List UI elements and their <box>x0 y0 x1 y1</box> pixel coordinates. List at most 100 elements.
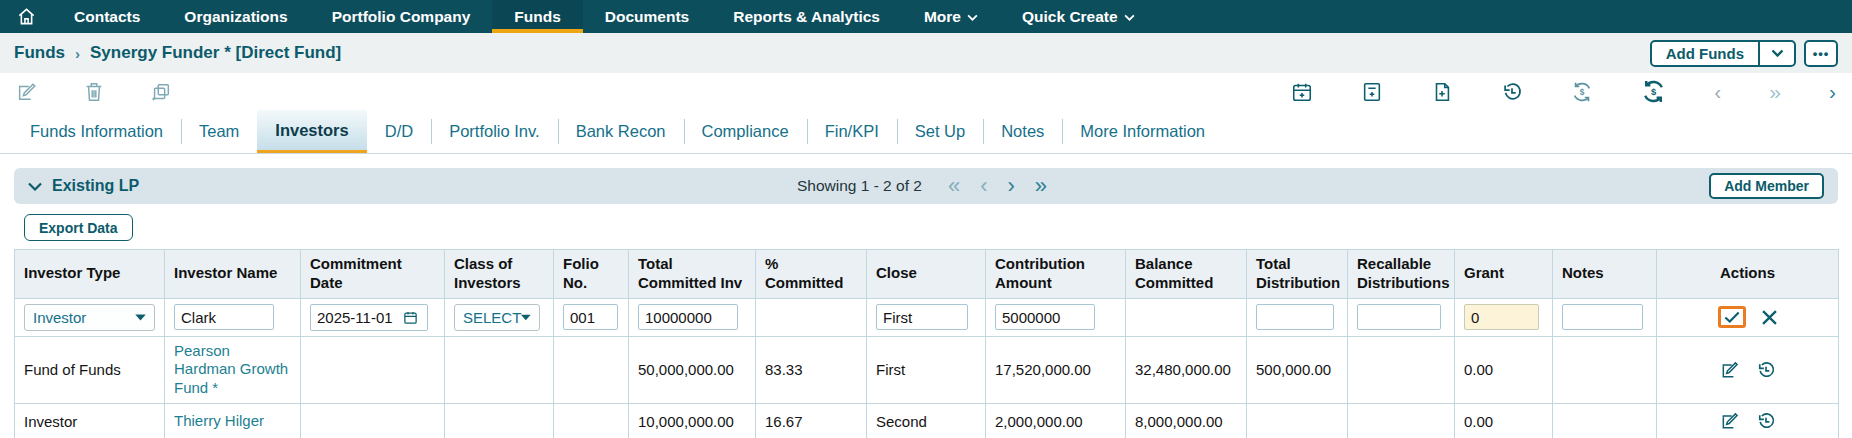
jump-forward-icon[interactable]: » <box>1769 81 1781 102</box>
page-first-icon[interactable]: « <box>940 175 968 197</box>
col-contribution-amount: Contribution Amount <box>986 250 1126 299</box>
grant-cell: 0.00 <box>1455 403 1553 438</box>
breadcrumb-root[interactable]: Funds <box>14 43 65 63</box>
investor-name-input[interactable] <box>174 304 274 330</box>
existing-lp-collapse[interactable]: Existing LP <box>28 177 139 195</box>
commitment-date-input[interactable] <box>317 309 397 326</box>
currency-sync-bold-icon[interactable]: $ <box>1641 79 1666 104</box>
col-balance-committed: Balance Committed <box>1126 250 1247 299</box>
col-recallable-distributions: Recallable Distributions <box>1348 250 1455 299</box>
tab-compliance[interactable]: Compliance <box>684 110 807 153</box>
nav-item-documents[interactable]: Documents <box>583 0 711 33</box>
contribution-amount-cell: 17,520,000.00 <box>986 336 1126 403</box>
tab-bank-recon[interactable]: Bank Recon <box>558 110 684 153</box>
row-history-icon[interactable] <box>1756 360 1776 380</box>
tab-set-up[interactable]: Set Up <box>897 110 983 153</box>
row-history-icon[interactable] <box>1756 411 1776 431</box>
notes-input[interactable] <box>1562 304 1643 330</box>
edit-icon[interactable] <box>16 81 38 103</box>
investor-name-link[interactable]: Thierry Hilger <box>174 412 264 431</box>
col-commitment-date: Commitment Date <box>301 250 445 299</box>
breadcrumb-bar: Funds › Synergy Funder * [Direct Fund] A… <box>0 33 1852 73</box>
prev-record-icon[interactable]: ‹ <box>1714 81 1721 102</box>
class-of-investors-select[interactable]: SELECT <box>454 304 540 331</box>
recallable-distributions-input[interactable] <box>1357 304 1441 330</box>
nav-item-portfolio-company[interactable]: Portfolio Company <box>310 0 493 33</box>
calendar-add-icon[interactable] <box>1291 81 1313 103</box>
investor-name-link[interactable]: Pearson Hardman Growth Fund * <box>174 342 291 398</box>
chevron-down-icon <box>521 314 531 321</box>
edit-row-icon[interactable] <box>1720 411 1740 431</box>
col-actions: Actions <box>1657 250 1839 299</box>
tab-fin-kpi[interactable]: Fin/KPI <box>807 110 897 153</box>
table-row-edit: Investor SELECT <box>15 298 1839 336</box>
edit-row-icon[interactable] <box>1720 360 1740 380</box>
nav-item-contacts[interactable]: Contacts <box>52 0 162 33</box>
file-add-icon[interactable] <box>1431 81 1453 103</box>
next-record-icon[interactable]: › <box>1829 81 1836 102</box>
folio-no-input[interactable] <box>563 304 618 330</box>
copy-add-icon[interactable] <box>150 81 172 103</box>
grant-input[interactable] <box>1464 304 1539 330</box>
col-class-of-investors: Class of Investors <box>445 250 554 299</box>
nav-item-reports-analytics[interactable]: Reports & Analytics <box>711 0 902 33</box>
investor-type-cell: Fund of Funds <box>15 336 165 403</box>
delete-icon[interactable] <box>84 81 104 103</box>
contribution-amount-input[interactable] <box>995 304 1095 330</box>
total-distribution-input[interactable] <box>1256 304 1334 330</box>
showing-count: Showing 1 - 2 of 2 <box>797 177 922 195</box>
calendar-icon[interactable] <box>403 310 418 325</box>
nav-item-funds[interactable]: Funds <box>492 0 583 33</box>
add-funds-dropdown-toggle[interactable] <box>1758 42 1794 65</box>
balance-committed-cell <box>1126 298 1247 336</box>
more-actions-button[interactable]: ••• <box>1804 40 1838 67</box>
commitment-date-field[interactable] <box>310 304 428 331</box>
tab-investors[interactable]: Investors <box>257 110 366 153</box>
add-funds-button[interactable]: Add Funds <box>1652 42 1758 65</box>
cancel-row-button[interactable] <box>1762 310 1777 325</box>
history-icon[interactable] <box>1501 81 1523 103</box>
confirm-row-button[interactable] <box>1718 306 1746 328</box>
tab-notes[interactable]: Notes <box>983 110 1062 153</box>
total-committed-cell: 10,000,000.00 <box>629 403 756 438</box>
col-total-distribution: Total Distribution <box>1247 250 1348 299</box>
col-close: Close <box>867 250 986 299</box>
export-data-button[interactable]: Export Data <box>24 214 133 241</box>
investor-type-cell: Investor <box>15 403 165 438</box>
table-header-row: Investor Type Investor Name Commitment D… <box>15 250 1839 299</box>
page-prev-icon[interactable]: ‹ <box>972 175 995 197</box>
existing-lp-section-header: Existing LP Showing 1 - 2 of 2 « ‹ › » A… <box>14 168 1838 204</box>
add-member-button[interactable]: Add Member <box>1709 173 1824 199</box>
chevron-down-icon <box>28 182 42 191</box>
close-cell: Second <box>867 403 986 438</box>
nav-item-organizations[interactable]: Organizations <box>162 0 309 33</box>
tab-dd[interactable]: D/D <box>367 110 431 153</box>
page-next-icon[interactable]: › <box>999 175 1022 197</box>
tab-team[interactable]: Team <box>181 110 257 153</box>
tab-portfolio-inv[interactable]: Portfolio Inv. <box>431 110 557 153</box>
nav-item-more[interactable]: More <box>902 0 1000 33</box>
chevron-down-icon <box>1771 49 1784 57</box>
board-add-icon[interactable] <box>1361 81 1383 103</box>
col-total-committed: Total Committed Inv <box>629 250 756 299</box>
svg-text:$: $ <box>1651 87 1657 97</box>
top-navigation: Contacts Organizations Portfolio Company… <box>0 0 1852 33</box>
page-last-icon[interactable]: » <box>1027 175 1055 197</box>
check-icon <box>1724 310 1740 324</box>
currency-sync-icon[interactable]: $ <box>1571 81 1593 103</box>
chevron-down-icon <box>135 314 146 321</box>
col-investor-type: Investor Type <box>15 250 165 299</box>
tab-funds-information[interactable]: Funds Information <box>12 110 181 153</box>
record-toolbar: $ $ ‹ » › <box>0 73 1852 110</box>
pct-committed-cell: 83.33 <box>756 336 867 403</box>
col-folio-no: Folio No. <box>554 250 629 299</box>
tab-more-information[interactable]: More Information <box>1062 110 1223 153</box>
breadcrumb-current: Synergy Funder * [Direct Fund] <box>90 43 341 63</box>
nav-item-quick-create[interactable]: Quick Create <box>1000 0 1157 33</box>
col-pct-committed: % Committed <box>756 250 867 299</box>
pct-committed-cell: 16.67 <box>756 403 867 438</box>
home-icon[interactable] <box>0 0 52 33</box>
total-committed-input[interactable] <box>638 304 738 330</box>
close-input[interactable] <box>876 304 968 330</box>
investor-type-select[interactable]: Investor <box>24 304 155 331</box>
